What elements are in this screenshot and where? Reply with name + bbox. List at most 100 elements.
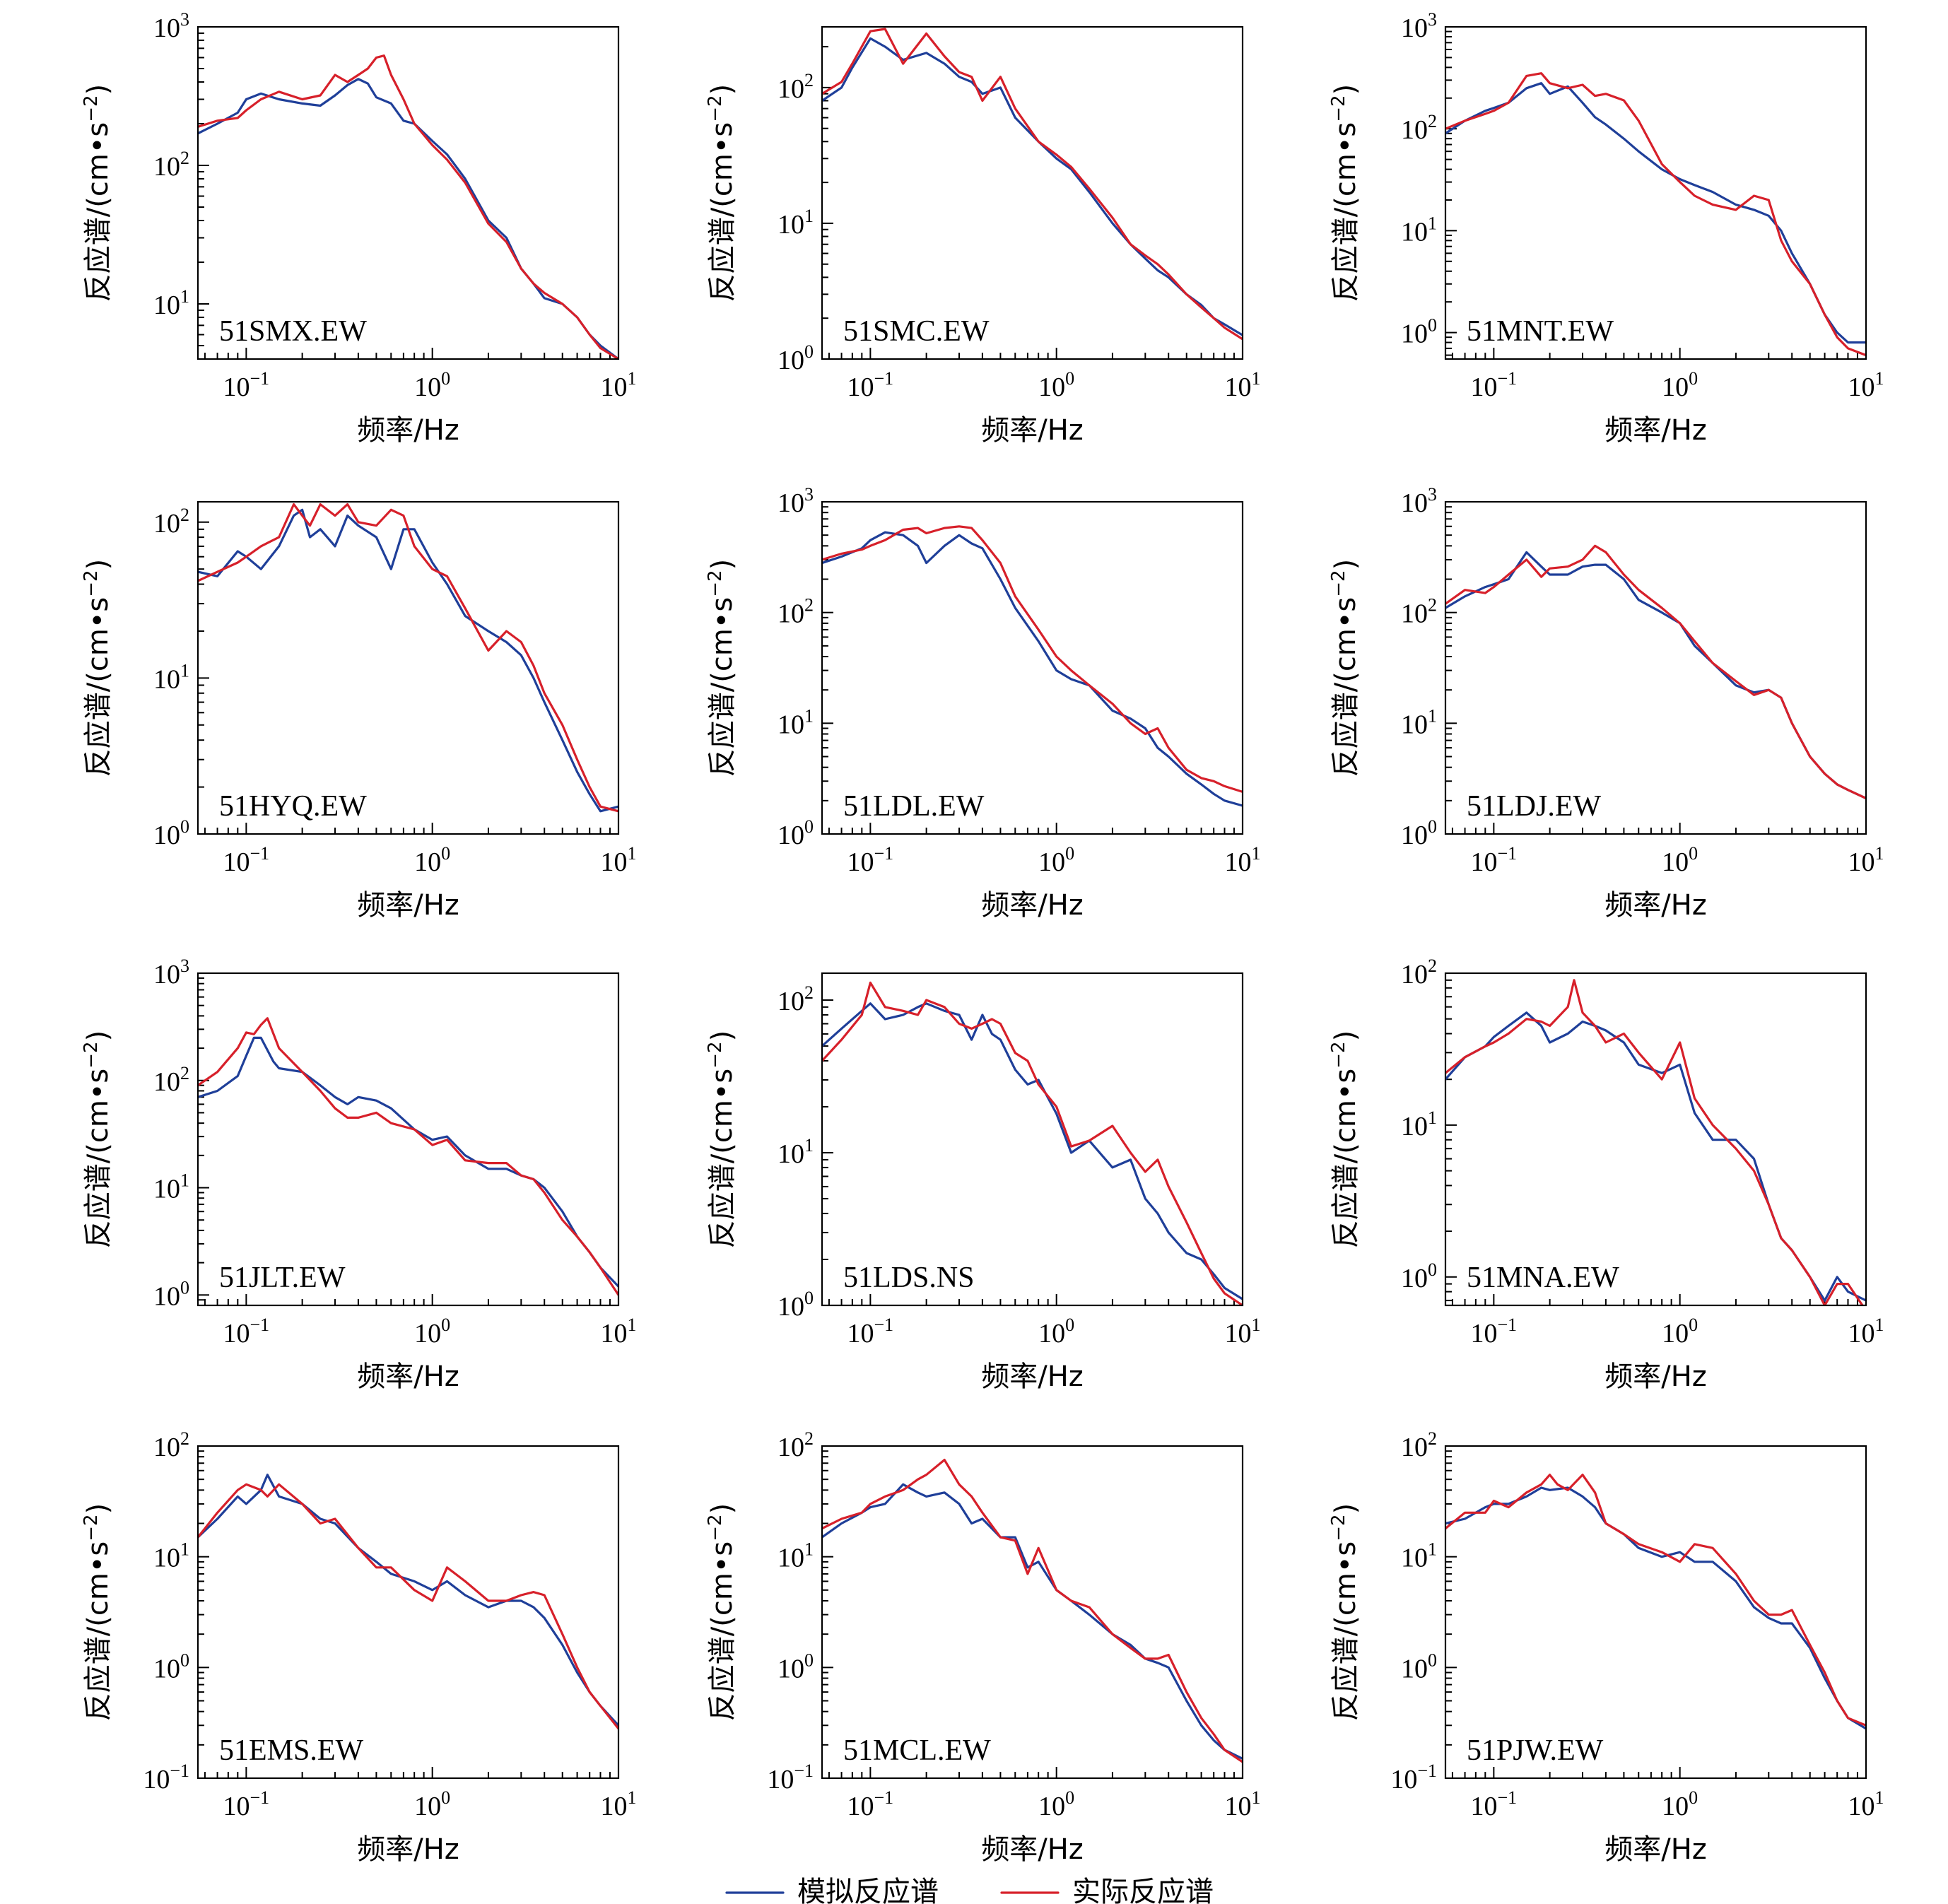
plot-frame xyxy=(821,972,1244,1307)
panel-51SMC.EW: 10−1 100 101 100 101 102 51SMC.EW 频率/Hz 反应谱/(cm•… xyxy=(705,25,1261,447)
series-line-actual xyxy=(822,981,1243,1305)
y-tick-label: 100 xyxy=(778,1288,814,1322)
x-tick-label: 101 xyxy=(1848,1315,1884,1348)
series-line-actual xyxy=(198,503,618,813)
y-tick-label: 101 xyxy=(778,1539,814,1573)
y-tick-label: 100 xyxy=(1401,1259,1437,1293)
y-tick-label: 102 xyxy=(153,505,189,539)
y-axis-label: 反应谱/(cm•s−2) xyxy=(81,559,115,777)
series-line-actual xyxy=(198,54,618,359)
y-tick-label: 103 xyxy=(153,9,189,43)
series-line-simulated xyxy=(198,508,618,813)
y-tick-label: 102 xyxy=(1401,111,1437,145)
ticks xyxy=(822,999,1243,1306)
y-tick-label: 101 xyxy=(778,206,814,240)
series-line-actual xyxy=(822,525,1243,794)
x-tick-label: 10−1 xyxy=(847,843,894,877)
y-tick-label: 100 xyxy=(778,1650,814,1683)
y-tick-label: 101 xyxy=(153,286,189,320)
ticks xyxy=(1445,501,1867,835)
panel-51LDL.EW: 10−1 100 101 100 101 102 103 51LDL.EW 频率/Hz 反应谱/(… xyxy=(705,484,1261,922)
x-axis-label: 频率/Hz xyxy=(357,414,459,447)
series-line-simulated xyxy=(822,531,1243,807)
y-tick-label: 100 xyxy=(1401,315,1437,349)
x-axis-label: 频率/Hz xyxy=(981,1361,1084,1393)
y-axis-label: 反应谱/(cm•s−2) xyxy=(1328,559,1362,777)
station-label: 51HYQ.EW xyxy=(219,790,367,823)
x-tick-label: 100 xyxy=(414,1315,450,1348)
y-tick-label: 101 xyxy=(1401,1107,1437,1141)
y-tick-label: 101 xyxy=(1401,1539,1437,1573)
series-line-actual xyxy=(198,1017,618,1296)
x-axis-label: 频率/Hz xyxy=(357,1361,459,1393)
panel-51EMS.EW: 10−1 100 101 10−1 100 101 102 51EMS.EW 频率/Hz 反应谱/… xyxy=(81,1428,637,1866)
series-line-simulated xyxy=(1445,1486,1866,1730)
legend: 模拟反应谱 实际反应谱 xyxy=(725,1876,1214,1904)
y-axis-label: 反应谱/(cm•s−2) xyxy=(1328,1503,1362,1721)
panel-51HYQ.EW: 10−1 100 101 100 101 102 51HYQ.EW 频率/Hz 反应谱/(cm•… xyxy=(81,500,637,922)
y-axis-label: 反应谱/(cm•s−2) xyxy=(705,1030,739,1248)
y-tick-label: 102 xyxy=(153,148,189,182)
y-tick-label: 10−1 xyxy=(143,1761,189,1794)
plot-frame xyxy=(196,500,620,835)
station-label: 51MNA.EW xyxy=(1467,1262,1619,1294)
series-line-actual xyxy=(1445,1474,1866,1727)
x-tick-label: 101 xyxy=(1848,1787,1884,1821)
ticks xyxy=(1445,26,1867,359)
y-axis-label: 反应谱/(cm•s−2) xyxy=(705,559,739,777)
y-axis-label: 反应谱/(cm•s−2) xyxy=(81,84,115,302)
series-line-simulated xyxy=(1445,1011,1866,1302)
ticks xyxy=(1445,1445,1867,1779)
plot-frame xyxy=(196,1445,620,1780)
x-axis-label: 频率/Hz xyxy=(1604,1361,1707,1393)
x-axis-label: 频率/Hz xyxy=(981,889,1084,922)
y-tick-label: 100 xyxy=(153,816,189,850)
panel-51LDS.NS: 10−1 100 101 100 101 102 51LDS.NS 频率/Hz 反应谱/(cm•… xyxy=(705,972,1261,1393)
y-tick-label: 103 xyxy=(1401,9,1437,43)
x-tick-label: 100 xyxy=(1662,1315,1698,1348)
series-line-actual xyxy=(822,28,1243,341)
series-line-actual xyxy=(1445,544,1866,800)
ticks xyxy=(822,46,1243,360)
x-tick-label: 10−1 xyxy=(223,1315,270,1348)
x-axis-label: 频率/Hz xyxy=(1604,414,1707,447)
x-tick-label: 10−1 xyxy=(1471,1315,1518,1348)
station-label: 51LDS.NS xyxy=(843,1262,975,1294)
x-tick-label: 10−1 xyxy=(847,368,894,402)
x-axis-label: 频率/Hz xyxy=(981,414,1084,447)
x-tick-label: 10−1 xyxy=(223,843,270,877)
y-tick-label: 101 xyxy=(778,1135,814,1169)
y-tick-label: 100 xyxy=(778,341,814,375)
plot-frame xyxy=(821,25,1244,360)
y-tick-label: 103 xyxy=(153,956,189,989)
x-tick-label: 101 xyxy=(1225,843,1261,877)
plot-frame xyxy=(1444,500,1867,835)
legend-label-actual: 实际反应谱 xyxy=(1072,1876,1214,1904)
y-tick-label: 101 xyxy=(1401,213,1437,247)
series-line-simulated xyxy=(822,37,1243,336)
series-line-simulated xyxy=(198,78,618,359)
ticks xyxy=(1445,972,1867,1305)
x-tick-label: 100 xyxy=(1662,1787,1698,1821)
y-tick-label: 103 xyxy=(778,484,814,518)
y-tick-label: 101 xyxy=(153,660,189,694)
series-line-simulated xyxy=(198,1036,618,1288)
x-tick-label: 101 xyxy=(1848,843,1884,877)
ticks xyxy=(198,26,619,360)
legend-label-simulated: 模拟反应谱 xyxy=(797,1876,939,1904)
y-tick-label: 101 xyxy=(778,705,814,739)
y-axis-label: 反应谱/(cm•s−2) xyxy=(1328,84,1362,302)
y-tick-label: 102 xyxy=(778,70,814,104)
x-tick-label: 100 xyxy=(414,843,450,877)
y-tick-label: 100 xyxy=(778,816,814,850)
y-axis-label: 反应谱/(cm•s−2) xyxy=(1328,1030,1362,1248)
y-tick-label: 100 xyxy=(1401,1650,1437,1683)
plot-frame xyxy=(1444,972,1867,1307)
ticks xyxy=(822,501,1243,835)
x-tick-label: 100 xyxy=(1038,843,1074,877)
y-tick-label: 100 xyxy=(153,1650,189,1683)
x-tick-label: 101 xyxy=(601,1315,637,1348)
x-tick-label: 100 xyxy=(1038,368,1074,402)
x-tick-label: 101 xyxy=(1848,368,1884,402)
station-label: 51LDJ.EW xyxy=(1467,790,1601,823)
